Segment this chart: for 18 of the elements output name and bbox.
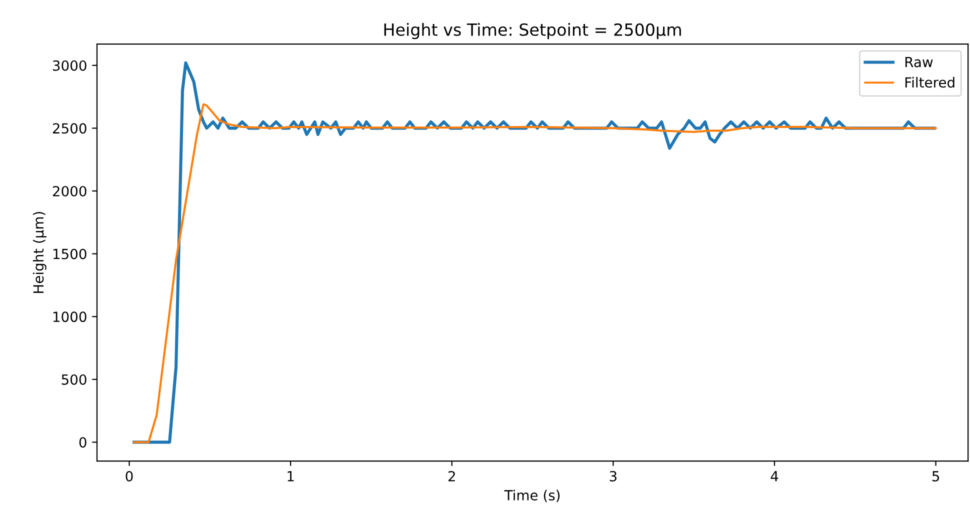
legend-label: Raw: [905, 56, 933, 68]
y-tick-label: 1000: [53, 312, 86, 322]
x-tick-label: 4: [770, 471, 778, 482]
y-tick-label: 0: [79, 437, 86, 448]
x-tick-label: 5: [932, 471, 940, 482]
x-axis-title: Time (s): [504, 490, 560, 502]
x-tick-label: 3: [610, 470, 616, 482]
x-tick-label: 1: [288, 471, 294, 482]
y-axis-title: Height (µm): [32, 212, 46, 293]
chart-title: Height vs Time: Setpoint = 2500µm: [384, 23, 681, 40]
legend-label: Filtered: [905, 76, 954, 88]
x-tick-label: 2: [448, 470, 455, 482]
y-tick-label: 1500: [53, 248, 86, 260]
y-tick-label: 500: [62, 374, 86, 385]
y-tick-label: 2500: [52, 123, 86, 134]
x-tick-label: 0: [126, 470, 133, 482]
y-tick-label: 3000: [52, 60, 86, 71]
y-tick-label: 2000: [52, 186, 86, 196]
